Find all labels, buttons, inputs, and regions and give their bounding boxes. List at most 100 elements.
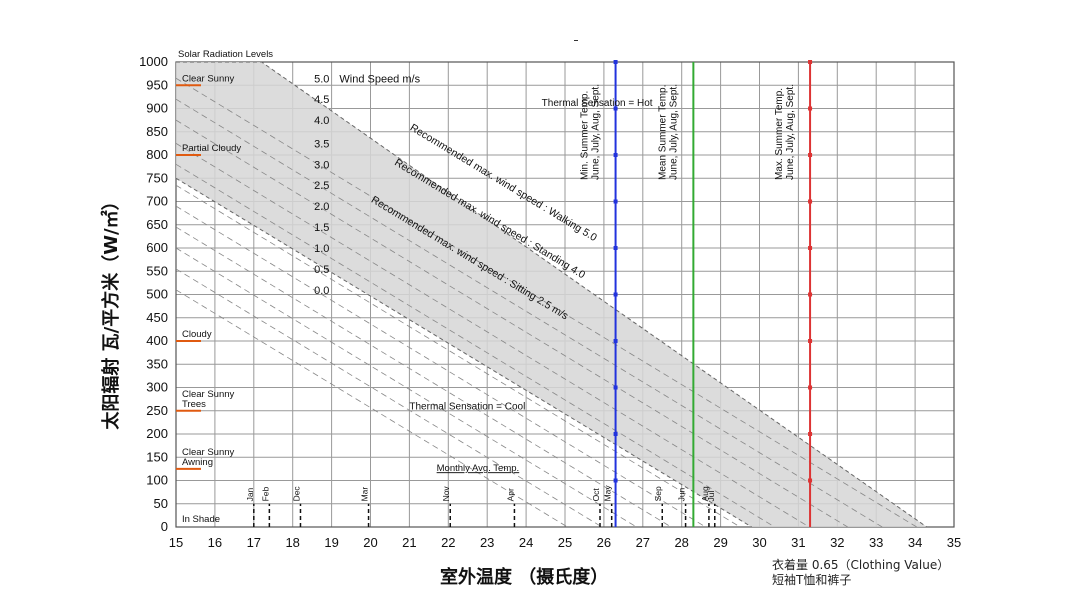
thermal-sensation-label: Thermal Sensation = Cool [409,401,525,412]
y-tick-label: 100 [146,473,168,488]
monthly-temp-label: Apr [505,488,515,501]
summer-temp-point [808,153,813,157]
summer-temp-point [613,60,618,64]
x-tick-label: 31 [791,535,805,550]
summer-temp-point [613,153,618,157]
wind-speed-label: 5.0 [314,73,329,85]
y-tick-label: 200 [146,426,168,441]
x-tick-label: 15 [169,535,183,550]
wind-speed-label: 1.0 [314,243,329,255]
plot-frame [175,61,955,528]
summer-temp-point [613,106,618,111]
x-tick-label: 35 [947,535,961,550]
x-tick-label: 26 [597,535,611,550]
summer-temp-point [808,385,813,390]
summer-temp-label: June, July, Aug, Sept. [668,84,679,180]
x-tick-label: 28 [674,535,688,550]
y-tick-label: 950 [146,77,168,92]
monthly-temp-label: Feb [260,487,270,502]
wind-speed-line [176,143,810,527]
y-tick-label: 0 [161,519,168,534]
summer-temp-label: June, July, Aug, Sept. [591,84,602,180]
thermal-sensation-label: Thermal Sensation = Hot [542,98,653,109]
monthly-temp-label: Mar [360,487,370,502]
wind-speed-line [176,98,883,527]
monthly-temp-label: Aug [700,486,710,501]
wind-speed-label: 2.0 [314,201,329,213]
wind-speed-line [176,289,568,527]
summer-temp-point [613,339,618,343]
solar-level-label: Clear Sunny [182,447,235,458]
solar-level-label: Clear Sunny [182,73,235,84]
x-tick-label: 21 [402,535,416,550]
wind-speed-label: 3.5 [314,138,329,150]
solar-level-label: Partial Cloudy [182,143,241,154]
x-tick-label: 27 [636,535,650,550]
wind-speed-title: Wind Speed m/s [339,73,420,85]
y-tick-label: 250 [146,403,168,418]
y-tick-label: 400 [146,333,168,348]
x-tick-label: 22 [441,535,455,550]
band-lower-edge [176,177,752,527]
summer-temp-point [613,292,618,297]
x-axis-label: 室外温度 （摄氏度） [440,567,609,588]
x-tick-label: 18 [285,535,299,550]
summer-temp-point [808,339,813,343]
solar-level-label: Clear Sunny [182,389,235,400]
y-tick-label: 900 [146,101,168,116]
monthly-temp-label: Jun [677,487,687,501]
summer-temp-point [808,246,813,250]
y-axis-label: 太阳辐射 瓦/平方米（W/㎡） [101,192,122,430]
x-tick-label: 33 [869,535,883,550]
y-tick-label: 1000 [139,54,168,69]
summer-temp-point [613,478,618,483]
clothing-description-text: 短袖T恤和裤子 [772,573,852,587]
monthly-temp-label: Oct [591,488,601,502]
y-tick-label: 650 [146,217,168,232]
wind-speed-label: 2.5 [314,180,329,192]
monthly-temp-label: Jul [706,490,716,501]
clothing-note: 衣着量 0.65（Clothing Value） 短袖T恤和裤子 [772,558,949,588]
wind-speed-label: 0.0 [314,285,329,297]
wind-speed-label: 0.5 [314,264,329,276]
y-tick-label: 800 [146,147,168,162]
monthly-temp-label: Nov [441,486,451,502]
wind-speed-line [176,77,917,527]
wind-speed-line [176,119,848,527]
summer-temp-label: June, July, Aug, Sept. [785,84,796,180]
y-tick-label: 350 [146,356,168,371]
monthly-title: Monthly Avg. Temp. [437,463,520,474]
x-tick-label: 34 [908,535,922,550]
summer-temp-label: Min. Summer Temp. [580,91,591,180]
summer-temp-point [808,106,813,111]
y-tick-label: 600 [146,240,168,255]
wind-speed-line [176,205,706,527]
wind-speed-label: 4.5 [314,94,329,106]
x-tick-label: 16 [208,535,222,550]
vertical-markers [613,60,813,527]
summer-temp-point [613,432,618,436]
axes: 15 16 17 18 19 20 21 22 23 24 25 26 27 28 29 30 31 32 33 34… [139,54,961,550]
y-tick-label: 450 [146,310,168,325]
x-tick-label: 25 [558,535,572,550]
x-tick-label: 17 [247,535,261,550]
monthly-temp-label: Dec [291,486,301,502]
solar-level-label: Cloudy [182,329,212,340]
y-tick-label: 50 [154,496,168,511]
y-tick-label: 700 [146,194,168,209]
wind-speed-label: 4.0 [314,115,329,127]
top-dash [574,40,578,41]
summer-temp-point [613,199,618,204]
summer-temp-label: Max. Summer Temp. [774,88,785,180]
summer-temp-point [808,60,813,64]
summer-temp-point [808,478,813,483]
wind-speed-label: 3.0 [314,159,329,171]
x-tick-label: 20 [363,535,377,550]
summer-temp-point [613,385,618,390]
y-tick-label: 550 [146,263,168,278]
monthly-temp-label: Jan [245,487,255,501]
summer-temp-point [808,432,813,436]
clothing-value-text: 衣着量 0.65（Clothing Value） [772,558,950,572]
solar-level-label: Awning [182,457,213,468]
